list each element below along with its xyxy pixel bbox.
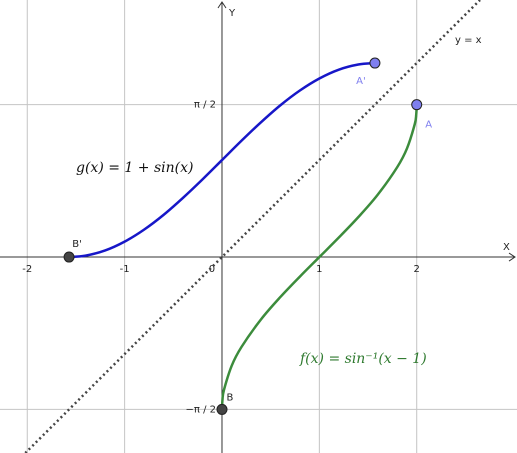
point-label: B'	[72, 239, 82, 250]
x-tick-label: -2	[22, 264, 32, 275]
point-label: B	[227, 392, 234, 403]
point	[63, 251, 75, 263]
x-axis-label: X	[503, 242, 510, 253]
x-tick-label: 0	[209, 264, 215, 275]
g-label: g(x) = 1 + sin(x)	[76, 160, 193, 176]
y-axis-arrow	[217, 1, 227, 9]
point-label: A	[425, 120, 432, 131]
x-tick-label: -1	[120, 264, 130, 275]
x-tick-label: 1	[316, 264, 322, 275]
line-label: y = x	[455, 35, 482, 46]
f-label: f(x) = sin⁻¹(x − 1)	[299, 351, 427, 367]
curve	[220, 104, 418, 410]
x-axis-arrow	[508, 252, 516, 262]
y-axis-label: Y	[228, 8, 236, 19]
point	[369, 57, 381, 69]
curve	[68, 61, 376, 259]
x-tick-label: 2	[414, 264, 420, 275]
point	[411, 99, 423, 111]
curve	[24, 0, 481, 453]
y-tick-label: −π / 2	[185, 404, 216, 415]
y-tick-label: π / 2	[194, 100, 216, 111]
point	[216, 403, 228, 415]
point-label: A'	[356, 76, 366, 87]
